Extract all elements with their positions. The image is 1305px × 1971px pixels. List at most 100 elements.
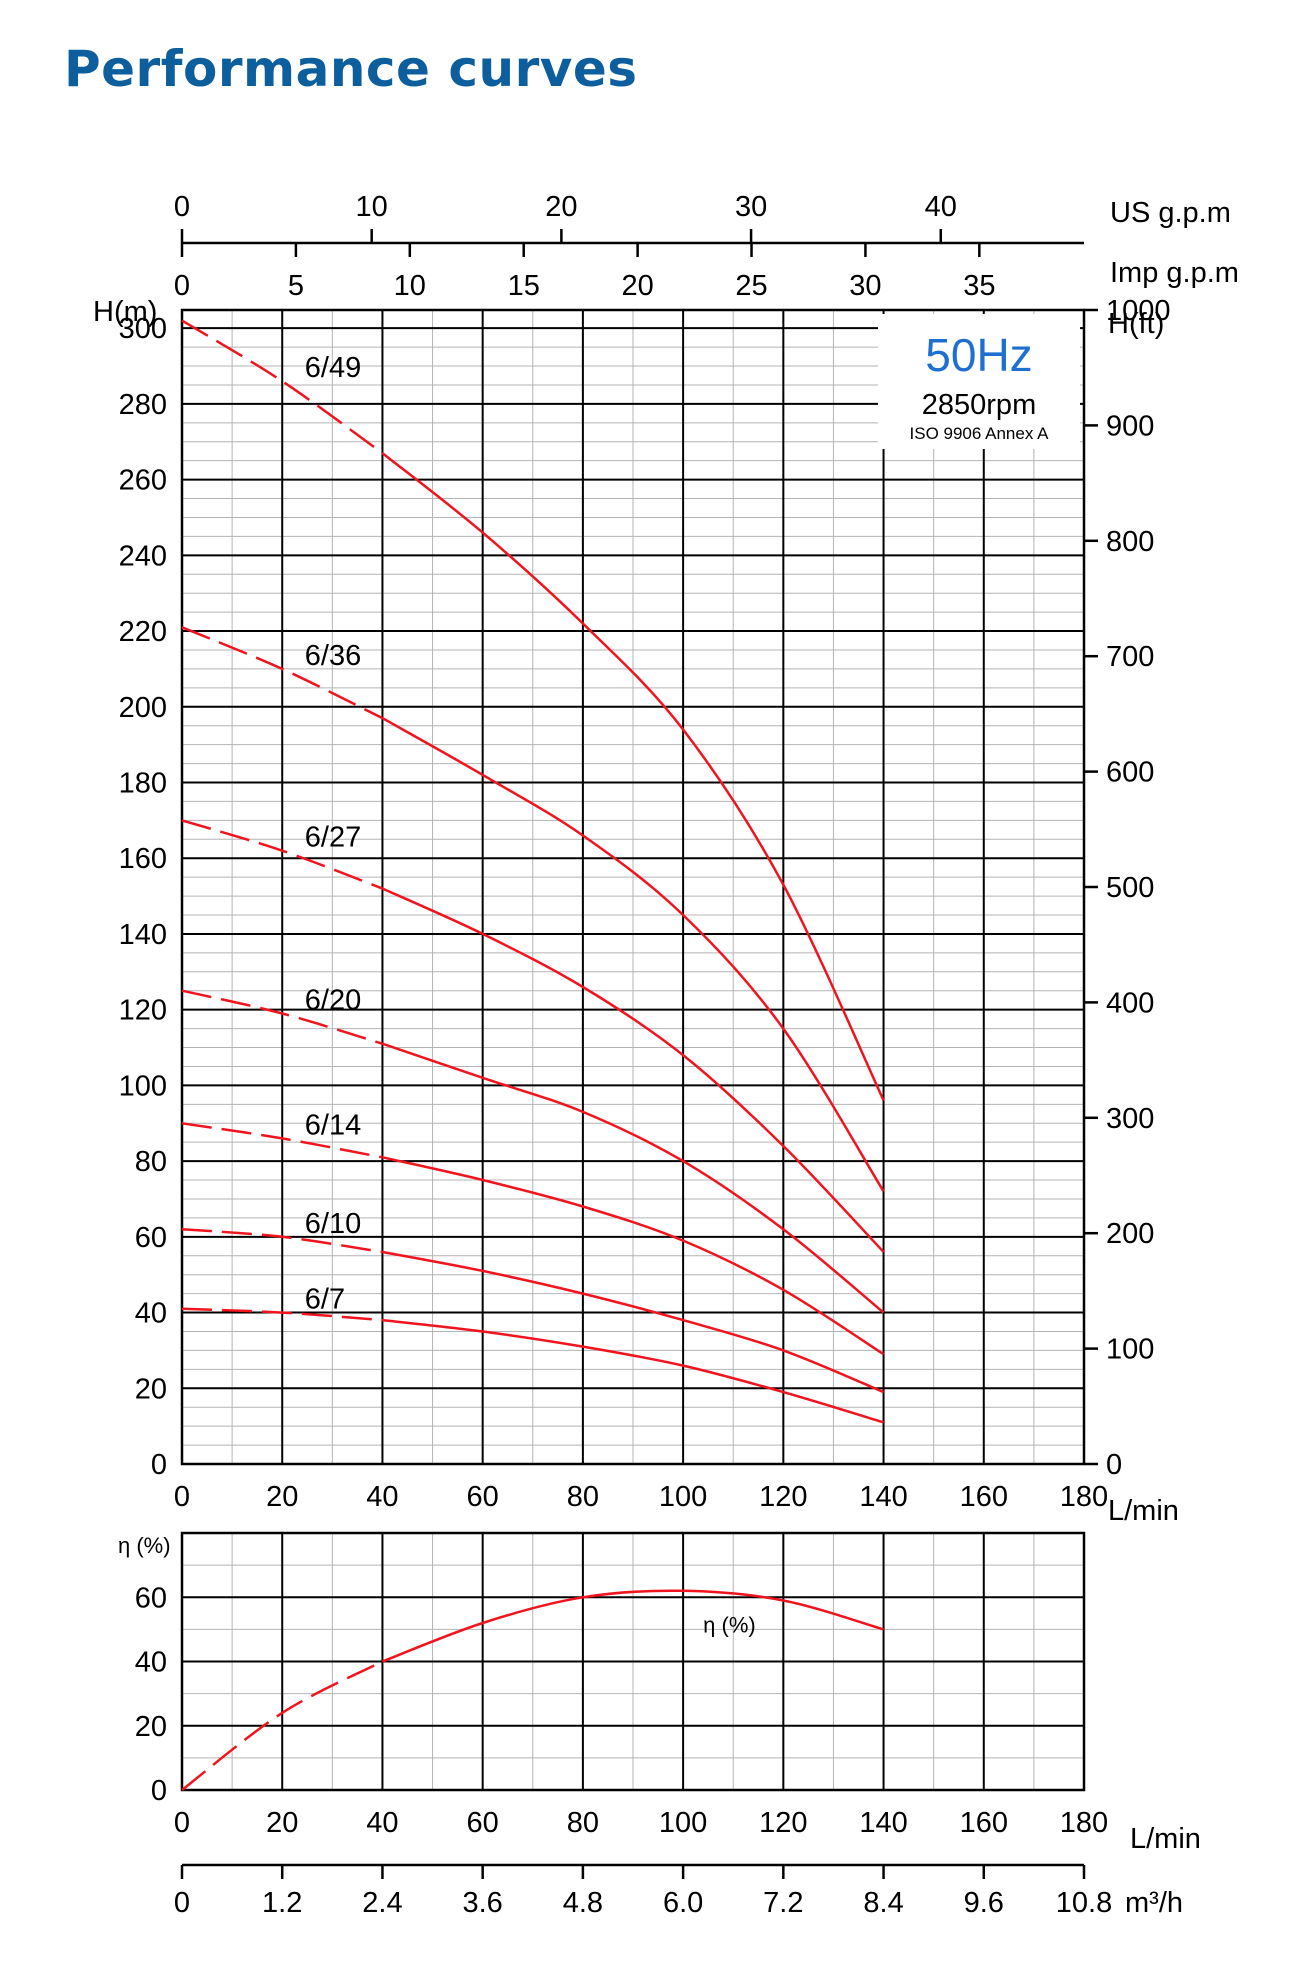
eff-x-tick-label: 160 bbox=[960, 1807, 1008, 1839]
series-label: 6/14 bbox=[305, 1109, 361, 1141]
x-tick-label: 20 bbox=[266, 1481, 298, 1513]
eff-x-tick-label: 80 bbox=[567, 1807, 599, 1839]
m3h-tick-label: 3.6 bbox=[463, 1887, 503, 1919]
head-curve-dashed bbox=[181, 319, 384, 455]
eff-x-tick-label: 0 bbox=[174, 1807, 190, 1839]
y-tick-label: 260 bbox=[119, 465, 167, 497]
eff-curve-dashed bbox=[181, 1660, 383, 1791]
head-curve-dashed bbox=[181, 819, 383, 890]
y-tick-label: 180 bbox=[119, 768, 167, 800]
m3h-tick-label: 6.0 bbox=[663, 1887, 703, 1919]
series-label: 6/49 bbox=[305, 352, 361, 384]
us-gpm-tick-label: 10 bbox=[356, 191, 388, 223]
series-label: 6/27 bbox=[305, 822, 361, 854]
y-right-tick-label: 400 bbox=[1106, 987, 1154, 1019]
us-gpm-axis-label: US g.p.m bbox=[1110, 197, 1231, 229]
head-curve-dashed bbox=[181, 1307, 383, 1322]
y-tick-label: 60 bbox=[135, 1222, 167, 1254]
y-right-tick-label: 600 bbox=[1106, 757, 1154, 789]
head-curve-dashed bbox=[181, 989, 383, 1045]
y-right-tick-label: 100 bbox=[1106, 1334, 1154, 1366]
y-tick-label: 120 bbox=[119, 995, 167, 1027]
imp-gpm-axis-label: Imp g.p.m bbox=[1110, 257, 1239, 289]
efficiency-chart: 0 20 40 60 η (%) 0 20 40 60 80 100 120 140 160 180 L/mi… bbox=[118, 1531, 1201, 1919]
y-right-tick-label: 900 bbox=[1106, 410, 1154, 442]
eff-x-tick-label: 120 bbox=[759, 1807, 807, 1839]
imp-gpm-tick-label: 15 bbox=[508, 270, 540, 302]
eff-y-tick-label: 20 bbox=[135, 1711, 167, 1743]
speed-label: 2850rpm bbox=[922, 389, 1036, 421]
y-axis-label: H(m) bbox=[93, 296, 157, 328]
m3h-tick-label: 9.6 bbox=[964, 1887, 1004, 1919]
x-tick-label: 120 bbox=[759, 1481, 807, 1513]
y-tick-label: 220 bbox=[119, 616, 167, 648]
head-curve bbox=[381, 717, 885, 1193]
imp-gpm-tick-label: 5 bbox=[288, 270, 304, 302]
y-right-tick-label: 0 bbox=[1106, 1449, 1122, 1481]
m3h-tick-label: 8.4 bbox=[863, 1887, 903, 1919]
frequency-label: 50Hz bbox=[925, 329, 1032, 381]
eff-x-tick-label: 180 bbox=[1060, 1807, 1108, 1839]
eff-x-tick-label: 140 bbox=[859, 1807, 907, 1839]
imp-gpm-tick-label: 35 bbox=[963, 270, 995, 302]
y-tick-label: 20 bbox=[135, 1373, 167, 1405]
eff-y-tick-label: 60 bbox=[135, 1582, 167, 1614]
y-tick-label: 160 bbox=[119, 843, 167, 875]
m3h-tick-label: 4.8 bbox=[563, 1887, 603, 1919]
eff-x-tick-label: 20 bbox=[266, 1807, 298, 1839]
y-tick-label: 300 bbox=[119, 313, 167, 345]
us-gpm-tick-label: 0 bbox=[174, 191, 190, 223]
head-curve bbox=[382, 1318, 884, 1424]
eff-series-label: η (%) bbox=[703, 1613, 756, 1638]
eff-x-tick-label: 60 bbox=[467, 1807, 499, 1839]
x-tick-label: 140 bbox=[859, 1481, 907, 1513]
eff-x-tick-label: 100 bbox=[659, 1807, 707, 1839]
imp-gpm-tick-label: 30 bbox=[849, 270, 881, 302]
imp-gpm-tick-label: 20 bbox=[621, 270, 653, 302]
series-label: 6/10 bbox=[305, 1208, 361, 1240]
us-gpm-tick-label: 40 bbox=[925, 191, 957, 223]
series-label: 6/7 bbox=[305, 1284, 345, 1316]
eff-x-axis-label: L/min bbox=[1130, 1823, 1201, 1855]
x-tick-label: 80 bbox=[567, 1481, 599, 1513]
y-tick-label: 200 bbox=[119, 692, 167, 724]
plot-frame bbox=[180, 1531, 1086, 1792]
info-box bbox=[878, 314, 1080, 449]
head-curve-dashed bbox=[181, 1122, 383, 1159]
y-tick-label: 240 bbox=[119, 540, 167, 572]
x-tick-label: 60 bbox=[467, 1481, 499, 1513]
m3h-tick-label: 1.2 bbox=[262, 1887, 302, 1919]
x-tick-label: 160 bbox=[960, 1481, 1008, 1513]
x-tick-label: 180 bbox=[1060, 1481, 1108, 1513]
eff-y-tick-label: 0 bbox=[151, 1775, 167, 1807]
x-tick-label: 40 bbox=[366, 1481, 398, 1513]
head-curve bbox=[382, 1156, 885, 1356]
m3h-tick-label: 2.4 bbox=[362, 1887, 402, 1919]
x-tick-label: 0 bbox=[174, 1481, 190, 1513]
y-right-tick-label: 300 bbox=[1106, 1103, 1154, 1135]
head-curve-dashed bbox=[181, 626, 383, 720]
y-tick-label: 80 bbox=[135, 1146, 167, 1178]
page-title: Performance curves bbox=[64, 40, 638, 98]
m3h-tick-label: 0 bbox=[174, 1887, 190, 1919]
eff-y-tick-label: 40 bbox=[135, 1647, 167, 1679]
head-curve-dashed bbox=[181, 1228, 383, 1254]
eff-y-axis-label: η (%) bbox=[118, 1533, 171, 1558]
eff-x-tick-label: 40 bbox=[366, 1807, 398, 1839]
y-right-tick-label: 700 bbox=[1106, 641, 1154, 673]
x-tick-label: 100 bbox=[659, 1481, 707, 1513]
y-tick-label: 140 bbox=[119, 919, 167, 951]
imp-gpm-tick-label: 0 bbox=[174, 270, 190, 302]
y-right-tick-label: 1000 bbox=[1106, 295, 1171, 327]
x-axis-label: L/min bbox=[1108, 1495, 1179, 1527]
imp-gpm-tick-label: 25 bbox=[735, 270, 767, 302]
us-gpm-tick-label: 20 bbox=[545, 191, 577, 223]
y-tick-label: 40 bbox=[135, 1298, 167, 1330]
imp-gpm-tick-label: 10 bbox=[394, 270, 426, 302]
m3h-axis-label: m³/h bbox=[1125, 1887, 1183, 1919]
eff-curve bbox=[381, 1589, 884, 1663]
standard-label: ISO 9906 Annex A bbox=[910, 424, 1050, 443]
y-right-tick-label: 500 bbox=[1106, 872, 1154, 904]
